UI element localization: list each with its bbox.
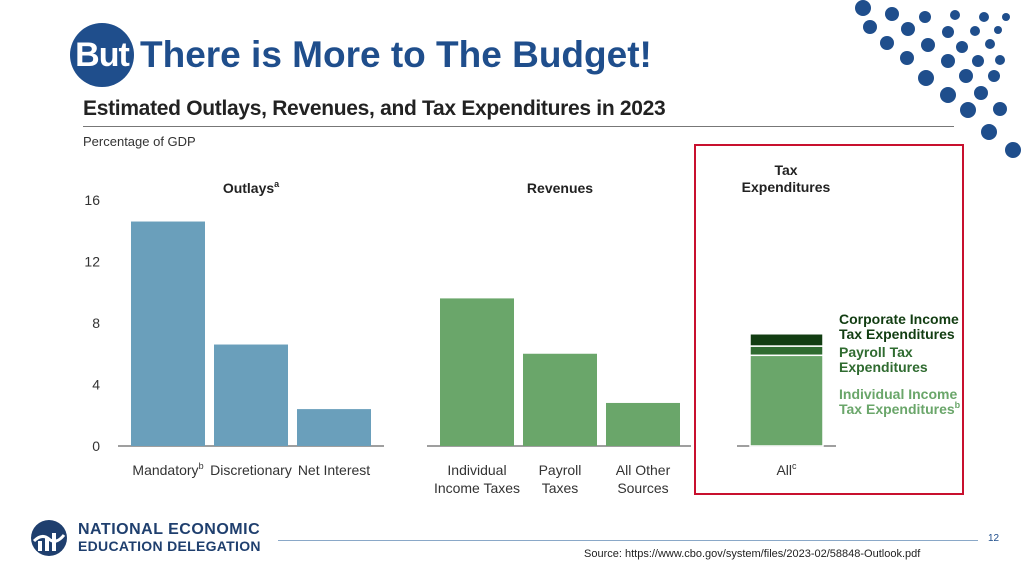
logo-line-1: NATIONAL ECONOMIC: [78, 521, 261, 538]
bar: [214, 344, 288, 446]
title-divider: [83, 126, 954, 127]
page-number: 12: [988, 533, 1000, 544]
x-tick-label: Net Interest: [298, 462, 370, 478]
bar: [606, 402, 680, 446]
group-title: Revenues: [527, 180, 593, 196]
x-tick-label: Discretionary: [210, 462, 292, 478]
tax-expenditures-highlight-box: [694, 144, 964, 495]
bar: [297, 409, 371, 446]
y-tick-label: 12: [84, 254, 100, 270]
y-axis-label: Percentage of GDP: [83, 134, 196, 149]
chart-title: Estimated Outlays, Revenues, and Tax Exp…: [83, 97, 666, 120]
decorative-dots-icon: [855, 0, 1021, 158]
group-title: Outlaysa: [223, 179, 280, 196]
logo-line-2: EDUCATION DELEGATION: [78, 538, 261, 554]
but-badge: But: [70, 23, 134, 87]
slide-title-area: But There is More to The Budget!: [70, 22, 652, 88]
x-tick-label: All Other Sources: [616, 462, 671, 496]
slide-title: There is More to The Budget!: [140, 34, 652, 75]
ned-logo: NATIONAL ECONOMIC EDUCATION DELEGATION: [30, 519, 261, 557]
group-title: Tax Expenditures: [742, 162, 831, 195]
x-tick-label: Mandatoryb: [132, 461, 203, 478]
x-tick-label: Allc: [776, 461, 797, 478]
y-tick-label: 4: [92, 377, 100, 393]
globe-icon: [31, 520, 67, 556]
source-note: Source: https://www.cbo.gov/system/files…: [584, 548, 921, 560]
y-tick-label: 16: [84, 192, 100, 208]
stacked-segment: [749, 333, 824, 347]
x-tick-label: Individual Income Taxes: [434, 462, 520, 496]
y-tick-label: 0: [92, 438, 100, 454]
segment-label: Individual Income Tax Expendituresb: [839, 386, 961, 417]
bar: [523, 353, 597, 446]
segment-label: Payroll Tax Expenditures: [839, 344, 928, 375]
y-tick-label: 8: [92, 315, 100, 331]
bar: [131, 221, 205, 446]
x-tick-label: Payroll Taxes: [539, 462, 582, 496]
segment-label: Corporate Income Tax Expenditures: [839, 311, 959, 342]
footer-divider: [278, 540, 978, 541]
bar: [440, 298, 514, 446]
